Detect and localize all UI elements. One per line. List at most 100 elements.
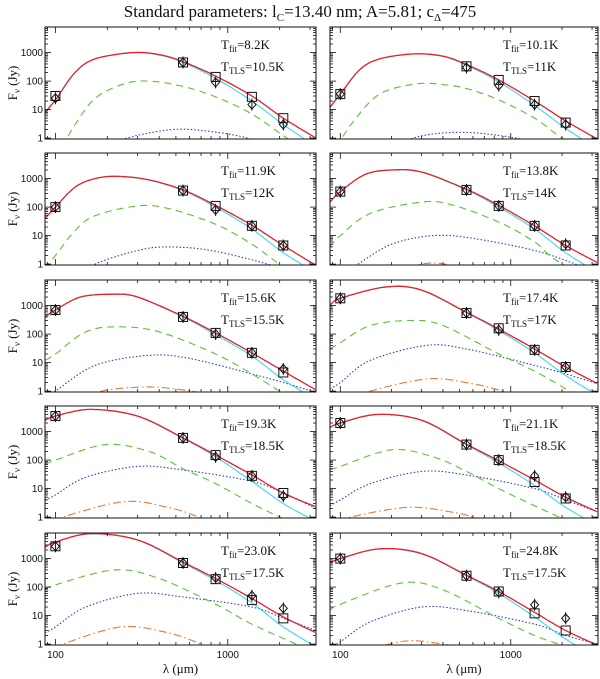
total-curve <box>330 168 598 263</box>
panel-6: Tfit=17.4K TTLS=17K <box>329 279 599 393</box>
y-axis-label: Fν (Jy) <box>5 319 22 354</box>
temperature-label-fit: Tfit=21.1K <box>503 416 559 433</box>
y-tick-label: 100 <box>26 77 43 88</box>
dashdot-curve <box>345 506 478 518</box>
y-tick-label: 10 <box>32 611 44 622</box>
dashed-curve <box>45 443 283 518</box>
temperature-label-tls: TTLS=18.5K <box>221 438 285 455</box>
y-tick-label: 100 <box>26 583 43 594</box>
y-tick-label: 1 <box>37 640 43 651</box>
dashed-curve <box>330 448 563 518</box>
temperature-label-fit: Tfit=24.8K <box>503 543 559 560</box>
dotted-curve <box>355 234 580 265</box>
total-curve <box>45 175 316 265</box>
dotted-curve <box>52 354 316 392</box>
temperature-label-fit: Tfit=10.1K <box>503 37 559 54</box>
square-marker <box>560 625 571 636</box>
y-tick-label: 1000 <box>21 174 44 185</box>
dashdot-curve <box>58 625 205 645</box>
panel-frame <box>329 532 599 646</box>
cyan-curve <box>45 293 304 392</box>
y-tick-label: 1000 <box>21 427 44 438</box>
dotted-curve <box>92 246 273 265</box>
y-tick-label: 1 <box>37 134 43 145</box>
y-tick-label: 1000 <box>21 48 44 59</box>
cyan-curve <box>330 413 586 518</box>
temperature-label-fit: Tfit=17.4K <box>503 290 559 307</box>
y-tick-label: 10 <box>32 358 44 369</box>
temperature-label-fit: Tfit=13.8K <box>503 163 559 180</box>
temperature-label-fit: Tfit=8.2K <box>221 37 271 54</box>
dashdot-curve <box>58 500 204 518</box>
total-curve <box>330 285 598 384</box>
panel-frame <box>44 279 317 393</box>
y-axis-label: Fν (Jy) <box>5 445 22 480</box>
x-tick-label: 1000 <box>500 650 523 661</box>
y-tick-label: 10 <box>32 484 44 495</box>
x-axis-label: λ (μm) <box>163 661 198 676</box>
temperature-label-fit: Tfit=23.0K <box>221 543 277 560</box>
figure-title: Standard parameters: lC=13.40 nm; A=5.81… <box>124 2 476 24</box>
dashed-curve <box>330 581 563 645</box>
temperature-label-tls: TTLS=12K <box>221 185 275 202</box>
y-tick-label: 1 <box>37 387 43 398</box>
temperature-label-fit: Tfit=15.6K <box>221 290 277 307</box>
panel-frame <box>329 405 599 519</box>
y-tick-label: 1000 <box>21 301 44 312</box>
temperature-label-tls: TTLS=10.5K <box>221 59 285 76</box>
dotted-curve <box>330 470 598 513</box>
dashed-curve <box>45 326 283 392</box>
panel-frame <box>44 152 317 266</box>
total-curve <box>45 293 316 390</box>
panel-2: Tfit=10.1K TTLS=11K <box>329 26 599 140</box>
dashed-curve <box>330 319 573 392</box>
panel-3: 1 10 100 1000 Fν (Jy) Tfit=11.9K TTLS=12K <box>5 152 317 271</box>
temperature-label-fit: Tfit=19.3K <box>221 416 277 433</box>
temperature-label-tls: TTLS=17.5K <box>221 565 285 582</box>
y-axis-label: Fν (Jy) <box>5 572 22 607</box>
temperature-label-tls: TTLS=18.5K <box>503 438 567 455</box>
dotted-curve <box>409 131 524 139</box>
dotted-curve <box>45 465 316 509</box>
y-tick-label: 100 <box>26 330 43 341</box>
total-curve <box>45 533 316 633</box>
panel-7: 1 10 100 1000 Fν (Jy) Tfit=19.3K TTLS=18.5K <box>5 405 317 524</box>
panel-frame <box>329 26 599 140</box>
panel-frame <box>329 279 599 393</box>
panel-10: 100 1000 λ (μm) Tfit=24.8K TTLS=17.5K <box>329 532 599 676</box>
panel-frame <box>44 532 317 646</box>
x-tick-label: 100 <box>332 650 349 661</box>
dashdot-curve <box>97 386 200 392</box>
total-curve <box>330 53 598 139</box>
y-tick-label: 10 <box>32 105 44 116</box>
dotted-curve <box>333 605 598 645</box>
temperature-label-tls: TTLS=15.5K <box>221 312 285 329</box>
y-tick-label: 100 <box>26 203 43 214</box>
dashed-curve <box>330 200 566 265</box>
temperature-label-tls: TTLS=11K <box>503 59 557 76</box>
total-curve <box>330 547 598 645</box>
panel-frame <box>44 26 317 140</box>
temperature-label-tls: TTLS=17K <box>503 312 557 329</box>
y-tick-label: 1000 <box>21 554 44 565</box>
panel-frame <box>44 405 317 519</box>
y-axis-label: Fν (Jy) <box>5 192 22 227</box>
total-curve <box>330 413 598 513</box>
x-tick-label: 100 <box>47 650 64 661</box>
dashed-curve <box>45 569 300 645</box>
panel-9: 1 10 100 1000 Fν (Jy) 100 1000 λ (μm) Tfit=23.0K… <box>5 532 317 676</box>
dashed-curve <box>47 204 283 265</box>
panel-4: Tfit=13.8K TTLS=14K <box>329 152 599 266</box>
dashed-curve <box>340 82 565 139</box>
y-axis-label: Fν (Jy) <box>5 66 22 101</box>
y-tick-label: 100 <box>26 456 43 467</box>
temperature-label-tls: TTLS=14K <box>503 185 557 202</box>
total-curve <box>45 51 316 139</box>
dotted-curve <box>45 592 316 634</box>
x-axis-label: λ (μm) <box>446 661 481 676</box>
panel-1: 1 10 100 1000 Fν (Jy) Tfit=8.2K TTLS=10.5K <box>5 26 317 145</box>
total-curve <box>45 408 316 508</box>
temperature-label-tls: TTLS=17.5K <box>503 565 567 582</box>
dotted-curve <box>330 344 598 390</box>
